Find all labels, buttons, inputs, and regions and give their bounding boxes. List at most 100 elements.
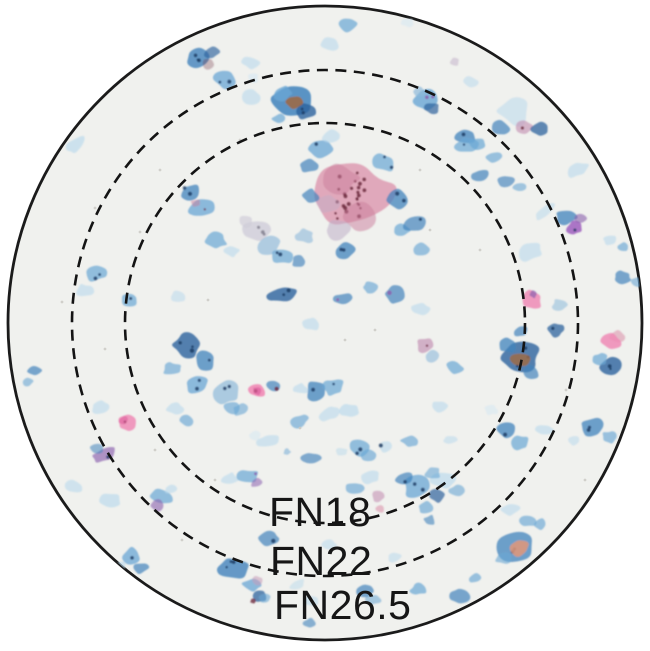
cell [403, 216, 426, 231]
cell [266, 380, 281, 392]
cell [364, 595, 382, 605]
cell [342, 201, 376, 232]
cell [165, 402, 185, 415]
cell [266, 287, 297, 302]
cell [617, 242, 628, 252]
cell [271, 113, 286, 124]
cell [495, 552, 512, 564]
cell [413, 242, 430, 256]
cell [388, 552, 402, 563]
cell [321, 129, 340, 143]
cell [300, 158, 319, 173]
cell [411, 303, 431, 316]
cell [165, 484, 178, 494]
cell [76, 283, 95, 297]
dust-speck [343, 338, 347, 342]
cell [321, 539, 338, 550]
cell [99, 493, 121, 508]
cell [89, 443, 104, 454]
cell [122, 293, 137, 307]
cell [547, 323, 565, 338]
cell [386, 188, 408, 210]
cell [256, 435, 279, 447]
cell [592, 353, 608, 366]
cell [395, 472, 413, 485]
cell [512, 183, 527, 192]
cell [519, 242, 542, 262]
cell [302, 317, 319, 331]
cell [92, 400, 110, 414]
dust-speck [298, 426, 302, 430]
cell [519, 515, 537, 527]
cell [294, 228, 313, 244]
dust-speck [158, 168, 162, 172]
cell [171, 290, 186, 302]
dust-speck [138, 230, 142, 234]
cell [253, 387, 262, 396]
cell [292, 254, 306, 267]
cell [252, 575, 263, 586]
cell [179, 414, 194, 427]
dust-speck [60, 300, 64, 304]
cell [204, 46, 221, 59]
dust-speck [206, 298, 210, 302]
cell [375, 505, 384, 513]
fn26-5-field-circle [6, 4, 644, 642]
cell [22, 377, 34, 387]
cell [133, 563, 150, 574]
cell [241, 56, 261, 70]
cell [300, 453, 322, 464]
cell-layer [22, 18, 641, 628]
cell [283, 448, 292, 455]
dust-speck [180, 538, 184, 542]
cell [556, 210, 578, 226]
dust-speck [478, 248, 482, 252]
cell [449, 57, 459, 66]
cell [424, 467, 440, 479]
cell [236, 470, 259, 483]
cell [212, 380, 239, 405]
cell [181, 184, 200, 201]
cell [499, 337, 516, 353]
cell [630, 277, 641, 287]
cell [378, 441, 392, 453]
cell [332, 293, 353, 305]
cell [429, 488, 445, 503]
dust-speck [153, 448, 157, 452]
cell [567, 162, 589, 178]
cell [614, 270, 631, 285]
cell [568, 436, 580, 446]
cell [212, 70, 236, 90]
cell [122, 546, 140, 565]
cell [320, 37, 339, 51]
cell [400, 435, 419, 447]
cell [303, 595, 319, 607]
cell [216, 558, 249, 579]
cell [118, 416, 128, 425]
cell [551, 299, 568, 311]
cell [172, 332, 201, 359]
cell [86, 265, 108, 282]
cell [289, 579, 304, 590]
cell [372, 153, 394, 172]
cell [496, 422, 516, 439]
cell [27, 365, 43, 376]
cell [307, 381, 325, 402]
cell [535, 425, 555, 435]
cell [223, 402, 240, 415]
cell [534, 518, 546, 530]
cell [251, 477, 263, 487]
cell [515, 120, 533, 134]
dust-speck [418, 168, 422, 172]
fn26-5-label: FN26.5 [274, 582, 411, 628]
cell [423, 103, 439, 115]
cell [500, 504, 521, 516]
cell [511, 435, 529, 451]
fn18-field-circle [123, 121, 527, 525]
cell [308, 140, 334, 159]
dust-speck [373, 328, 377, 332]
cell [581, 417, 604, 437]
cell [338, 18, 358, 33]
